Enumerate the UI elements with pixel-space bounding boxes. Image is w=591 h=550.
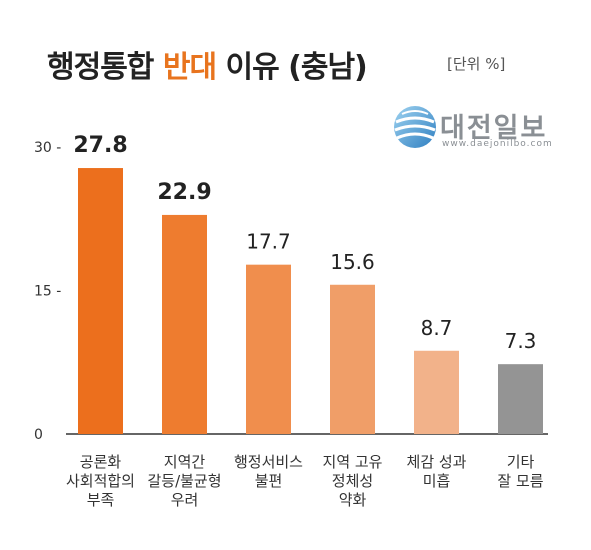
bar bbox=[246, 264, 291, 434]
category-label: 행정서비스 불편 bbox=[233, 453, 303, 490]
category-label: 공론화 사회적합의 부족 bbox=[65, 453, 135, 509]
bar bbox=[498, 364, 543, 434]
y-tick-label: 15 - bbox=[34, 284, 61, 300]
bar bbox=[78, 168, 123, 434]
title-part-3: 이유 (충남) bbox=[216, 50, 368, 85]
unit-label: [단위 %] bbox=[447, 55, 506, 73]
category-label: 체감 성과 미흡 bbox=[406, 453, 467, 490]
bar bbox=[330, 284, 375, 434]
y-tick-label: 30 - bbox=[34, 140, 61, 156]
bar-value-label: 8.7 bbox=[421, 316, 453, 340]
bar bbox=[414, 350, 459, 434]
chart-title: 행정통합 반대 이유 (충남) bbox=[47, 42, 368, 86]
bar-value-label: 7.3 bbox=[505, 329, 537, 353]
category-label: 지역 고유 정체성 약화 bbox=[322, 453, 383, 509]
title-part-1: 행정통합 bbox=[47, 50, 163, 85]
category-label: 기타 잘 모름 bbox=[497, 453, 544, 490]
bar bbox=[162, 214, 207, 434]
logo-name: 대전일보 bbox=[440, 113, 548, 144]
bar-value-label: 22.9 bbox=[157, 180, 211, 205]
bar-value-label: 15.6 bbox=[330, 250, 375, 274]
globe-icon bbox=[394, 106, 436, 148]
category-label: 지역간 갈등/불균형 우려 bbox=[147, 453, 222, 509]
y-tick-label: 0 bbox=[34, 427, 43, 443]
title-accent: 반대 bbox=[162, 50, 217, 85]
bar-value-label: 27.8 bbox=[73, 133, 127, 158]
logo-url: www.daejonilbo.com bbox=[442, 139, 553, 149]
bar-value-label: 17.7 bbox=[246, 230, 291, 254]
newspaper-logo: 대전일보 www.daejonilbo.com bbox=[392, 104, 557, 154]
